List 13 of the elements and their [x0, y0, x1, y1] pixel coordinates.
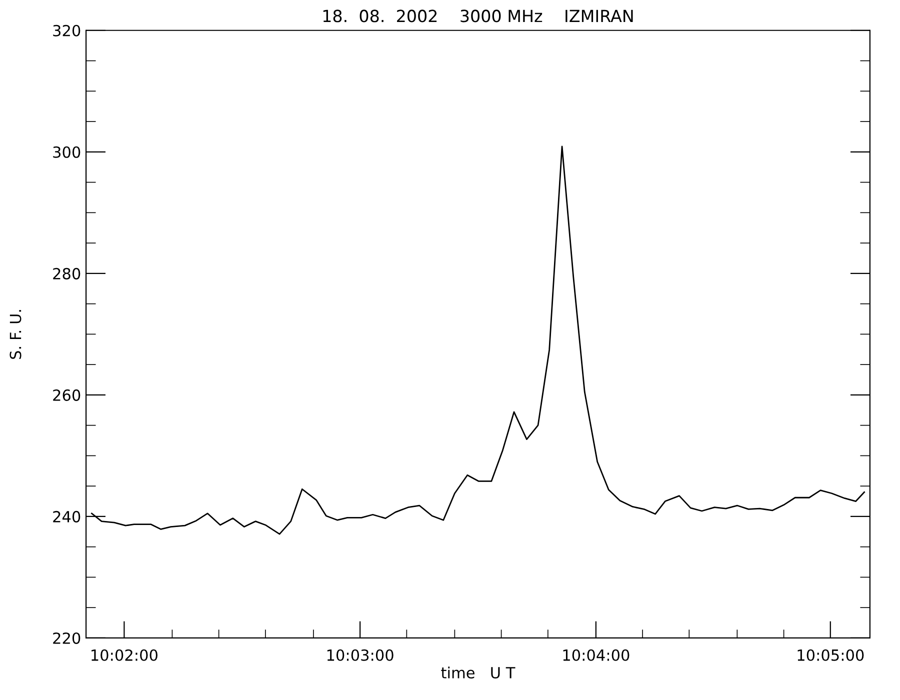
x-tick-label: 10:02:00 — [92, 649, 158, 661]
x-axis-title: time U T — [441, 666, 516, 678]
x-tick-label: 10:05:00 — [798, 649, 864, 661]
y-tick-label: 300 — [53, 146, 80, 158]
x-tick-label: 10:04:00 — [563, 649, 630, 661]
y-tick-label: 240 — [53, 510, 80, 522]
y-tick-label: 280 — [53, 268, 80, 280]
y-axis-title: S. F. U. — [10, 310, 22, 359]
chart-title: 18. 08. 2002 3000 MHz IZMIRAN — [323, 10, 633, 22]
y-tick-label: 260 — [53, 389, 80, 401]
y-tick-label: 220 — [53, 632, 80, 644]
x-tick-label: 10:03:00 — [327, 649, 394, 661]
y-tick-label: 320 — [53, 24, 80, 36]
